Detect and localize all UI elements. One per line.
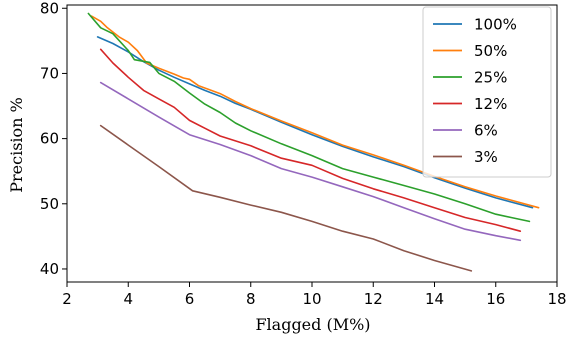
legend-box [422, 6, 552, 178]
legend-label: 12% [474, 95, 507, 113]
legend-label: 6% [474, 122, 498, 140]
series-line-50pct [90, 15, 540, 209]
legend-label: 100% [474, 16, 517, 34]
legend-item-6pct: 6% [433, 122, 498, 140]
legend-item-100pct: 100% [433, 16, 517, 34]
legend-label: 3% [474, 148, 498, 166]
legend-item-3pct: 3% [433, 148, 498, 166]
y-tick-label: 70 [40, 64, 59, 82]
x-axis-label: Flagged (M%) [255, 315, 370, 334]
series-line-3pct [99, 124, 473, 272]
x-tick-label: 4 [123, 290, 133, 308]
y-axis-label: Precision % [7, 97, 26, 193]
series-line-25pct [87, 12, 531, 223]
x-tick-label: 10 [302, 290, 321, 308]
x-tick-label: 2 [62, 290, 72, 308]
y-tick-label: 80 [40, 0, 59, 17]
y-tick-label: 40 [40, 260, 59, 278]
legend-item-50pct: 50% [433, 42, 507, 60]
series-line-6pct [99, 81, 522, 242]
y-tick-label: 60 [40, 130, 59, 148]
x-tick-label: 18 [547, 290, 566, 308]
legend-label: 50% [474, 42, 507, 60]
legend-item-25pct: 25% [433, 69, 507, 87]
legend-item-12pct: 12% [433, 95, 507, 113]
x-tick-label: 8 [246, 290, 256, 308]
x-tick-label: 14 [425, 290, 444, 308]
series-line-12pct [99, 48, 522, 232]
x-tick-label: 6 [185, 290, 195, 308]
legend-label: 25% [474, 69, 507, 87]
y-axis: 40 50 60 70 80 [40, 0, 67, 278]
y-tick-label: 50 [40, 195, 59, 213]
x-axis: 2 4 6 8 10 12 14 16 18 [62, 282, 567, 308]
x-tick-label: 16 [486, 290, 505, 308]
legend: 100% 50% 25% 12% 6% 3% [422, 6, 552, 178]
x-tick-label: 12 [364, 290, 383, 308]
